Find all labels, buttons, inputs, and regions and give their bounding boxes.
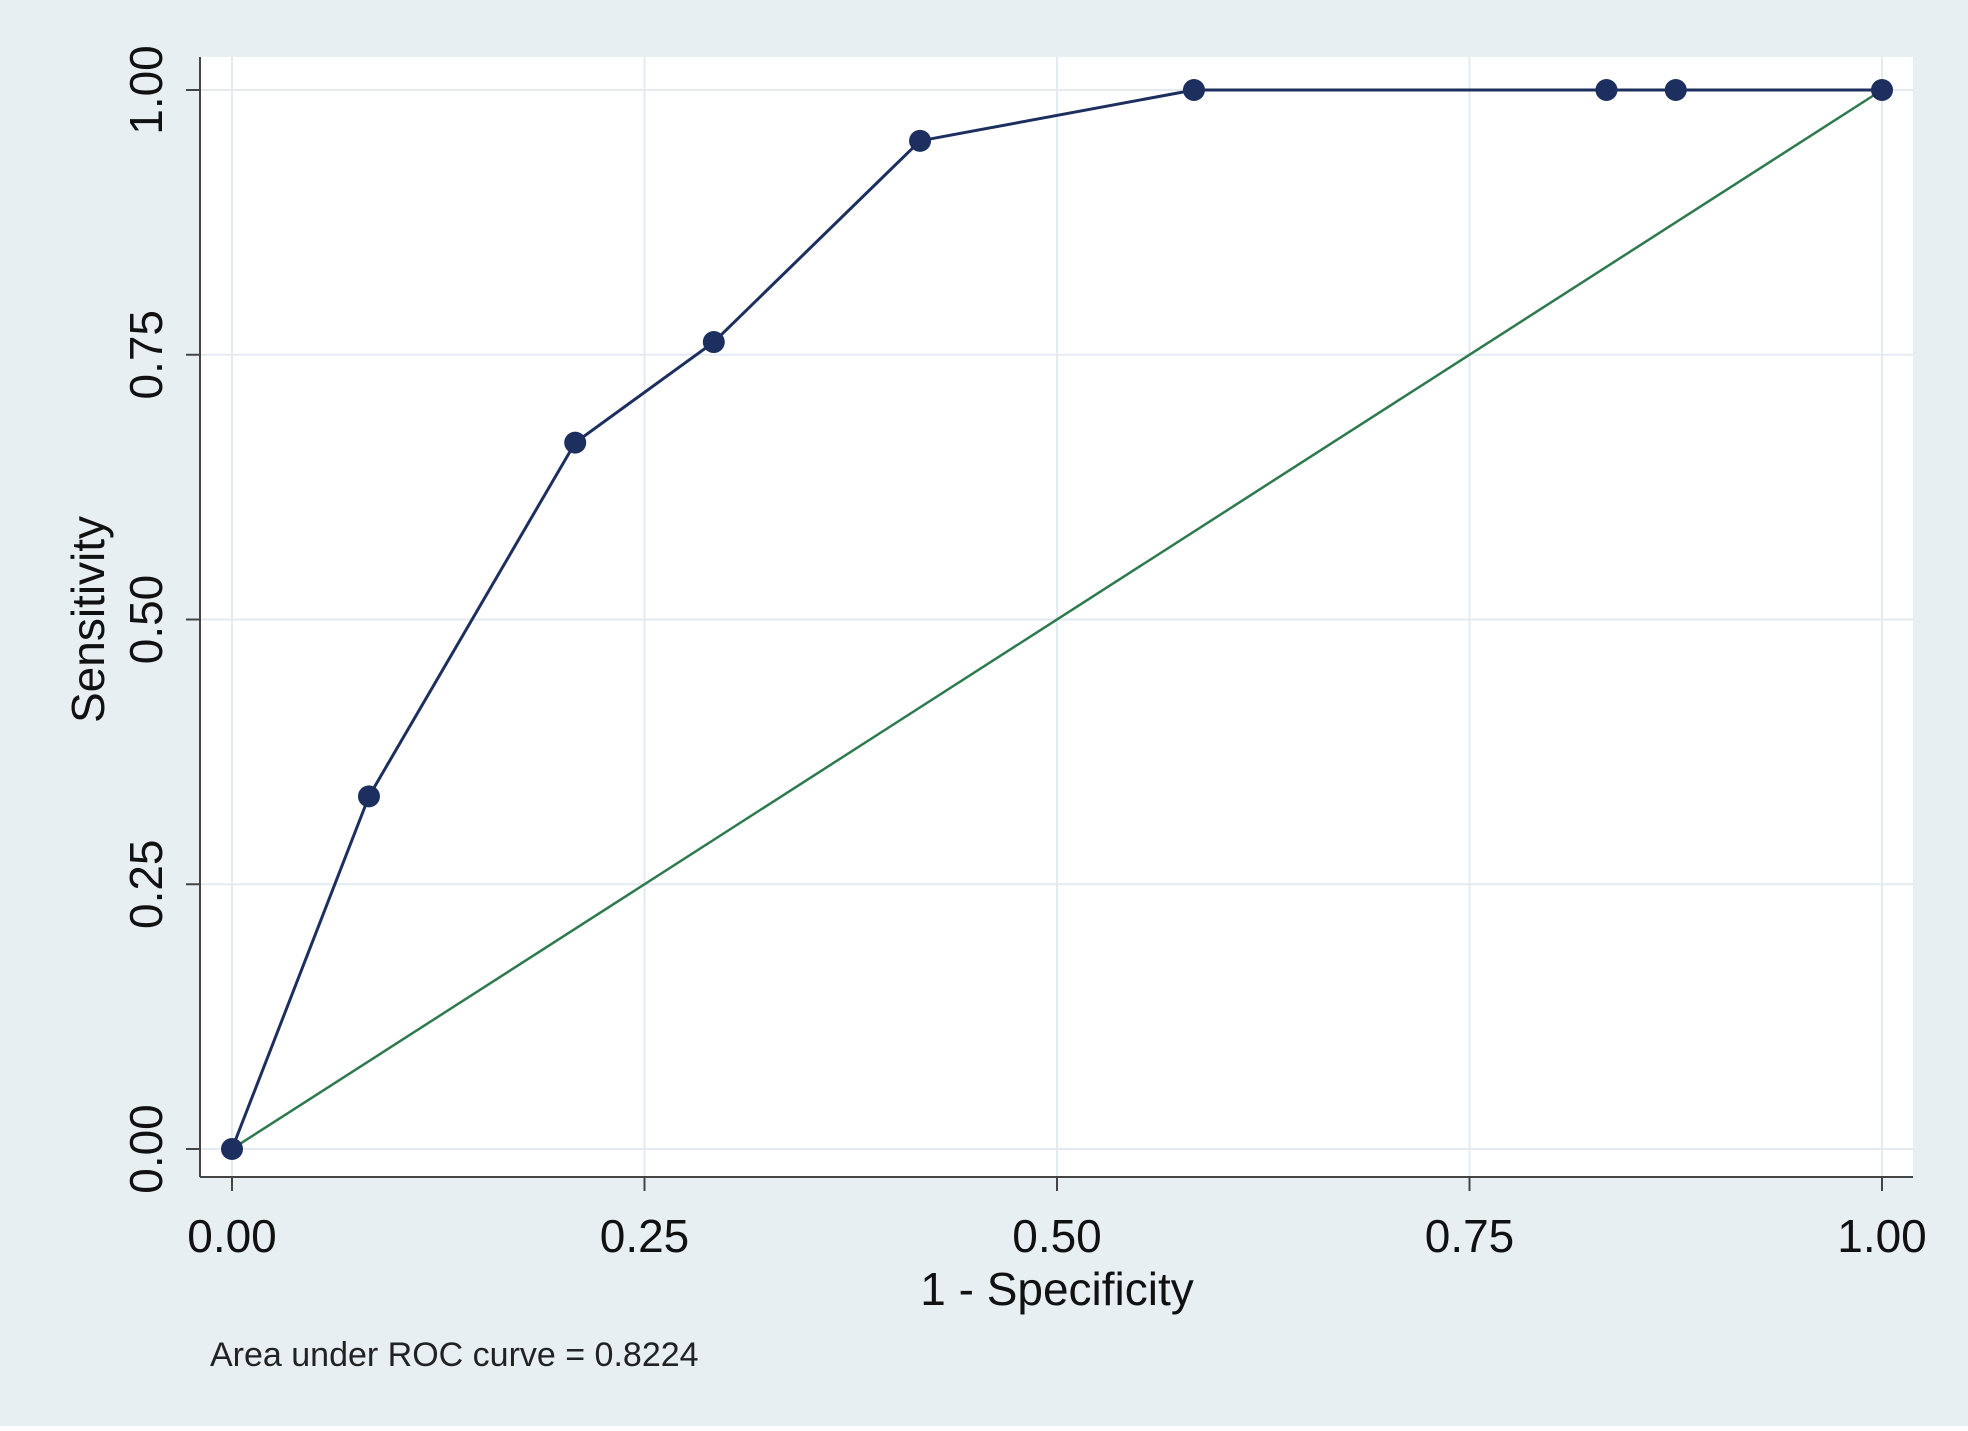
series-0-point <box>221 1138 243 1160</box>
y-tick-label: 0.50 <box>120 575 172 665</box>
series-1-line <box>231 88 1883 1151</box>
series-0-point <box>702 331 725 354</box>
series-0-point <box>1182 79 1205 101</box>
series-0-point <box>1595 79 1618 101</box>
series-0-point <box>1664 79 1687 101</box>
x-tick-label: 0.75 <box>1425 1210 1515 1262</box>
x-tick-label: 0.50 <box>1012 1210 1102 1262</box>
y-tick-label: 1.00 <box>120 45 172 135</box>
series-0-point <box>357 785 380 808</box>
y-tick-label: 0.25 <box>120 839 172 929</box>
series-layer <box>221 79 1893 1160</box>
axes <box>186 57 1913 1191</box>
series-0-point <box>1871 79 1893 101</box>
y-axis-label: Sensitivity <box>62 516 114 723</box>
tick-labels: 0.00 0.25 0.50 0.75 1.00 0.00 0.25 0.50 0.75 1.00 <box>120 45 1927 1262</box>
x-tick-label: 1.00 <box>1837 1210 1927 1262</box>
y-tick-label: 0.00 <box>120 1104 172 1194</box>
x-axis-label: 1 - Specificity <box>920 1263 1194 1315</box>
series-0-point <box>909 129 932 152</box>
x-tick-label: 0.00 <box>187 1210 277 1262</box>
x-tick-label: 0.25 <box>600 1210 690 1262</box>
y-tick-label: 0.75 <box>120 310 172 400</box>
auc-annotation: Area under ROC curve = 0.8224 <box>210 1336 699 1374</box>
series-0-point <box>564 431 587 454</box>
